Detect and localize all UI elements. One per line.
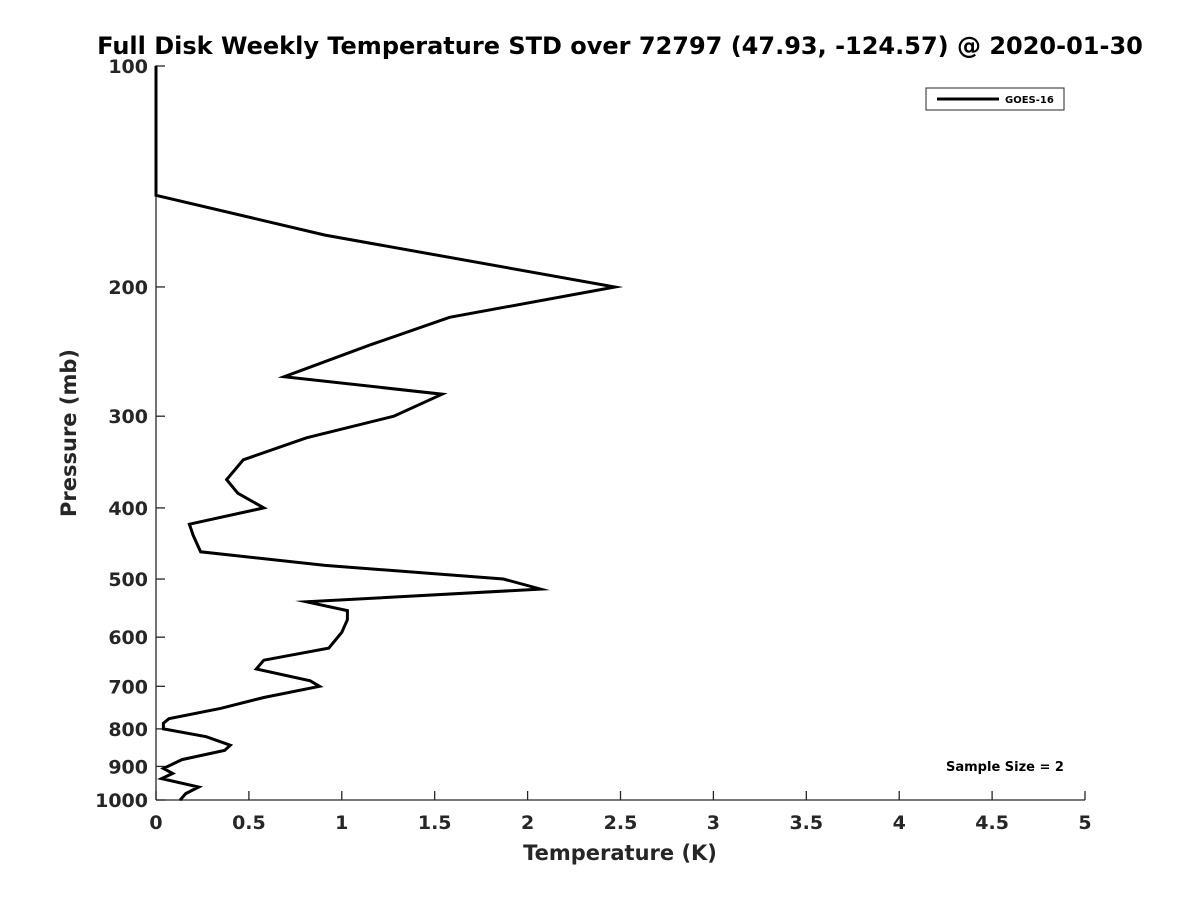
series-line-goes-16 <box>154 66 624 801</box>
data-point <box>309 680 312 682</box>
x-axis-label: Temperature (K) <box>523 841 717 865</box>
data-point <box>225 478 228 481</box>
y-tick-label: 700 <box>108 676 148 698</box>
y-ticks: 100 200 300 400 500 600 700 800 900 1000 <box>95 56 165 812</box>
data-point <box>393 415 395 418</box>
x-tick-label: 3.5 <box>789 812 823 834</box>
data-point <box>263 659 265 661</box>
legend: GOES-16 <box>925 87 1065 111</box>
data-point <box>192 534 194 537</box>
data-point <box>237 492 239 495</box>
y-tick-label: 600 <box>108 627 148 649</box>
data-point <box>171 772 174 775</box>
y-tick-label: 300 <box>108 406 148 428</box>
data-point <box>162 722 165 724</box>
data-point <box>197 786 200 788</box>
sample-size-note: Sample Size = 2 <box>946 760 1064 775</box>
data-point <box>160 777 163 780</box>
y-tick-label: 800 <box>108 719 148 741</box>
data-point <box>324 564 326 567</box>
data-point <box>368 344 371 346</box>
data-point <box>184 792 187 795</box>
data-point <box>441 393 443 396</box>
data-point <box>324 234 326 236</box>
data-point <box>223 749 226 752</box>
x-tick-label: 4.5 <box>975 812 1009 834</box>
y-tick-label: 1000 <box>95 790 148 812</box>
data-point <box>263 507 265 509</box>
y-tick-label: 500 <box>108 569 148 591</box>
data-point <box>328 647 330 649</box>
data-point <box>168 717 170 720</box>
data-point <box>179 799 181 801</box>
chart-title: Full Disk Weekly Temperature STD over 72… <box>97 32 1143 60</box>
data-point <box>162 728 165 730</box>
x-tick-label: 3 <box>707 812 720 834</box>
data-point <box>199 551 202 553</box>
data-point <box>155 65 157 67</box>
x-tick-label: 1.5 <box>418 812 452 834</box>
data-point <box>283 375 286 378</box>
data-point <box>255 668 258 670</box>
data-point <box>341 631 343 634</box>
data-point <box>539 588 542 590</box>
data-point <box>318 685 321 688</box>
data-point <box>205 735 207 738</box>
data-point <box>220 707 222 710</box>
y-tick-label: 900 <box>108 756 148 778</box>
x-tick-label: 4 <box>893 812 906 834</box>
legend-label: GOES-16 <box>1005 95 1054 106</box>
series-group <box>154 65 624 801</box>
x-tick-label: 1 <box>335 812 348 834</box>
data-point <box>346 609 349 612</box>
x-tick-label: 5 <box>1078 812 1091 834</box>
data-point <box>263 696 265 699</box>
data-point <box>305 437 308 439</box>
y-tick-label: 200 <box>108 277 148 299</box>
x-tick-label: 0 <box>149 812 162 834</box>
data-point <box>346 618 349 621</box>
data-point <box>229 744 232 746</box>
data-point <box>155 194 157 197</box>
data-point <box>502 578 505 580</box>
x-tick-label: 2.5 <box>604 812 638 834</box>
data-point <box>181 758 183 761</box>
x-tick-label: 0.5 <box>232 812 266 834</box>
x-ticks: 0 0.5 1 1.5 2 2.5 3 3.5 4 4.5 5 <box>149 791 1092 834</box>
y-axis-label: Pressure (mb) <box>57 349 81 517</box>
data-point <box>448 316 451 319</box>
data-point <box>614 286 616 288</box>
y-tick-label: 400 <box>108 498 148 520</box>
data-point <box>305 601 308 603</box>
data-point <box>242 459 245 461</box>
data-point <box>188 523 191 525</box>
x-tick-label: 2 <box>521 812 534 834</box>
y-tick-label: 100 <box>108 56 148 78</box>
data-point <box>162 767 165 770</box>
